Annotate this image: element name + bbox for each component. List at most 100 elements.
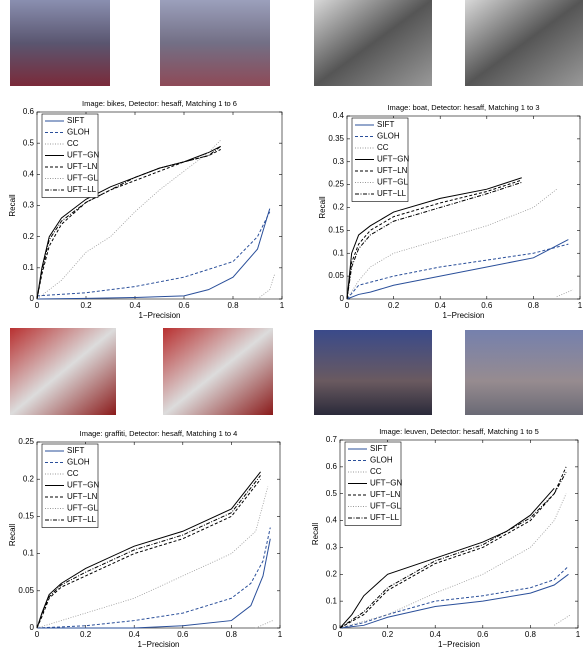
y-tick-label: 0 [30,294,35,303]
x-tick-label: 0 [345,301,350,310]
x-tick-label: 0.6 [481,301,493,310]
legend-label: UFT−GN [67,151,99,160]
y-tick-label: 0.1 [23,549,35,558]
x-tick-label: 0.2 [80,630,92,639]
series-line [346,179,522,300]
image-graffiti-1 [10,328,116,415]
legend-label: SIFT [377,120,394,129]
x-tick-label: 1 [280,301,285,310]
chart-title: Image: bikes, Detector: hesaff, Matching… [82,99,237,108]
x-axis-label: 1−Precision [438,640,480,649]
x-tick-label: 0.8 [528,301,540,310]
legend-label: UFT−LN [370,490,401,499]
y-tick-label: 0.15 [18,512,34,521]
legend-label: UFT−LL [67,185,97,194]
legend-label: SIFT [67,446,84,455]
y-tick-label: 0.25 [18,437,34,446]
y-tick-label: 0.2 [23,474,35,483]
x-tick-label: 0.2 [388,301,400,310]
y-tick-label: 0.2 [326,569,338,578]
legend-label: SIFT [67,116,84,125]
y-tick-label: 0.4 [333,111,345,120]
legend-label: UFT−LN [67,162,98,171]
series-line [346,181,522,300]
x-tick-label: 0 [35,301,40,310]
legend-label: UFT−GN [377,155,409,164]
x-tick-label: 0.4 [430,630,442,639]
y-tick-label: 0.35 [328,134,344,143]
y-tick-label: 0.3 [326,543,338,552]
x-tick-label: 0.4 [129,301,141,310]
series-line [257,273,276,300]
series-line [36,148,221,300]
x-axis-label: 1−Precision [138,311,180,320]
y-tick-label: 0 [340,294,345,303]
series-line [255,620,273,629]
legend-label: CC [67,139,79,148]
x-tick-label: 0.8 [525,630,537,639]
image-bikes-1 [10,0,110,86]
series-line [36,208,271,300]
y-tick-label: 0.2 [333,203,345,212]
y-tick-label: 0.6 [23,107,35,116]
legend-label: UFT−LL [370,513,400,522]
legend-label: UFT−LN [67,492,98,501]
legend-label: GLOH [67,458,90,467]
series-line [339,488,555,629]
series-line [36,475,261,629]
series-line [339,565,569,629]
series-line [346,239,569,300]
legend-label: CC [370,467,382,476]
x-tick-label: 0.8 [226,630,238,639]
x-tick-label: 0.6 [177,630,189,639]
legend-label: SIFT [370,444,387,453]
image-leuven-5 [465,330,583,415]
y-tick-label: 0.7 [326,435,338,444]
y-tick-label: 0.1 [333,248,345,257]
x-tick-label: 1 [578,301,583,310]
image-boat-3 [465,0,583,86]
image-boat-1 [314,0,432,86]
legend-label: UFT−GL [370,502,401,511]
y-axis-label: Recall [8,524,17,546]
x-tick-label: 0.2 [382,630,394,639]
y-tick-label: 0.3 [23,201,35,210]
series-line [36,527,271,629]
series-line [556,289,574,298]
legend-label: UFT−GL [377,178,408,187]
legend-label: UFT−GL [67,504,98,513]
series-line [346,177,522,300]
series-line [36,145,222,300]
legend-label: UFT−LN [377,166,408,175]
chart-title: Image: graffiti, Detector: hesaff, Match… [80,429,238,438]
series-line [553,614,572,626]
chart-title: Image: boat, Detector: hesaff, Matching … [387,103,539,112]
series-line [36,145,221,300]
y-tick-label: 0.5 [326,489,338,498]
legend-label: UFT−LL [377,189,407,198]
y-tick-label: 0 [30,623,35,632]
series-line [339,573,569,629]
series-line [346,243,569,300]
x-tick-label: 0 [35,630,40,639]
legend-label: UFT−LL [67,515,97,524]
series-line [36,486,269,629]
y-tick-label: 0.05 [18,586,34,595]
x-tick-label: 0.6 [178,301,190,310]
y-tick-label: 0.25 [328,180,344,189]
y-tick-label: 0.4 [326,516,338,525]
legend-label: GLOH [377,132,400,141]
x-tick-label: 0.8 [227,301,239,310]
legend-label: UFT−GN [370,479,402,488]
y-axis-label: Recall [8,194,17,216]
series-line [339,471,567,629]
x-tick-label: 0.4 [129,630,141,639]
legend-label: CC [67,469,79,478]
y-tick-label: 0.05 [328,271,344,280]
y-tick-label: 0.4 [23,169,35,178]
y-tick-label: 0.2 [23,232,35,241]
y-tick-label: 0.15 [328,225,344,234]
x-tick-label: 0.2 [80,301,92,310]
